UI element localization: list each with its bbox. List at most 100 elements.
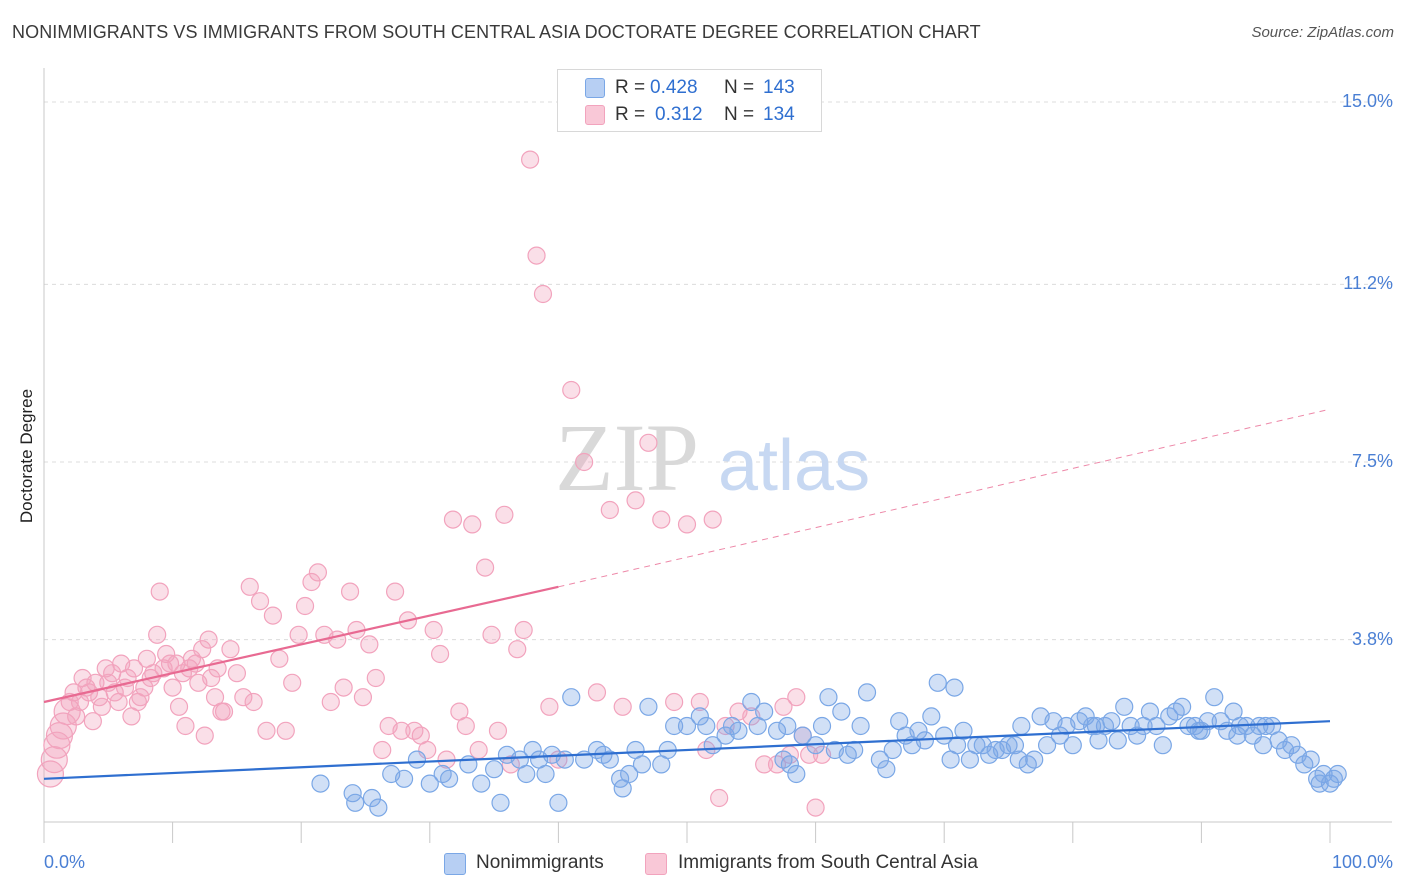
data-point-immigrants xyxy=(443,510,463,529)
data-point-immigrants xyxy=(587,683,607,702)
data-point-nonimmigrants xyxy=(639,697,658,716)
data-point-nonimmigrants xyxy=(562,688,581,707)
data-point-immigrants xyxy=(533,284,553,304)
legend-n-value: 143 xyxy=(763,77,795,98)
data-point-immigrants xyxy=(270,649,289,668)
watermark-zip: ZIP xyxy=(555,404,699,511)
data-point-immigrants xyxy=(456,716,475,736)
data-point-nonimmigrants xyxy=(362,788,382,808)
data-point-immigrants xyxy=(295,596,315,616)
data-point-nonimmigrants xyxy=(611,769,630,788)
data-point-immigrants xyxy=(150,582,169,601)
data-point-immigrants xyxy=(40,745,68,774)
data-point-immigrants xyxy=(257,721,276,740)
data-point-nonimmigrants xyxy=(1173,697,1192,716)
data-point-nonimmigrants xyxy=(632,755,652,774)
data-point-immigrants xyxy=(710,788,729,808)
data-point-immigrants xyxy=(328,630,347,649)
data-point-immigrants xyxy=(276,721,295,740)
data-point-nonimmigrants xyxy=(394,769,414,788)
bottom-legend-label-nonimmigrants: Nonimmigrants xyxy=(476,852,604,873)
data-point-immigrants xyxy=(283,673,302,692)
data-point-immigrants xyxy=(575,452,594,472)
data-point-nonimmigrants xyxy=(665,716,684,736)
legend-n-label: N = xyxy=(724,77,755,98)
data-point-immigrants xyxy=(690,692,709,712)
data-point-immigrants xyxy=(360,635,379,654)
data-point-immigrants xyxy=(148,625,167,644)
legend-n-value: 134 xyxy=(763,104,795,125)
data-point-immigrants xyxy=(652,510,671,529)
data-point-nonimmigrants xyxy=(517,764,536,784)
data-point-nonimmigrants xyxy=(1037,736,1057,755)
legend-r-value: 0.312 xyxy=(655,104,703,125)
data-point-immigrants xyxy=(234,688,253,707)
data-point-nonimmigrants xyxy=(778,716,797,736)
data-point-immigrants xyxy=(495,505,514,524)
data-point-immigrants xyxy=(703,510,722,529)
trend-line-nonimmigrants xyxy=(43,720,1331,780)
data-point-immigrants xyxy=(787,688,806,707)
data-point-nonimmigrants xyxy=(954,721,973,740)
legend-swatch-pink xyxy=(585,105,605,125)
data-point-nonimmigrants xyxy=(935,726,954,745)
y-tick-label: 15.0% xyxy=(1341,91,1393,111)
data-point-nonimmigrants xyxy=(748,716,767,736)
data-point-immigrants xyxy=(366,668,385,688)
data-point-nonimmigrants xyxy=(677,716,697,736)
legend-r-label: R = xyxy=(615,77,646,98)
data-point-immigrants xyxy=(308,563,328,582)
data-point-immigrants xyxy=(83,712,102,731)
data-point-immigrants xyxy=(469,740,488,760)
data-point-immigrants xyxy=(562,380,581,400)
y-tick-label: 7.5% xyxy=(1351,451,1393,471)
data-point-immigrants xyxy=(482,625,501,644)
data-point-immigrants xyxy=(463,515,482,534)
data-point-nonimmigrants xyxy=(311,774,330,793)
legend-row-immigrants: R = 0.312 N = 134 xyxy=(558,103,821,127)
data-point-nonimmigrants xyxy=(1025,750,1044,769)
data-point-nonimmigrants xyxy=(780,755,799,774)
data-point-nonimmigrants xyxy=(945,678,964,697)
data-point-nonimmigrants xyxy=(485,760,504,779)
watermark-atlas: atlas xyxy=(718,426,870,506)
data-point-nonimmigrants xyxy=(1189,721,1208,740)
data-point-nonimmigrants xyxy=(1108,731,1127,750)
data-point-nonimmigrants xyxy=(819,688,838,707)
bottom-legend-swatch-blue xyxy=(444,853,466,875)
data-point-immigrants xyxy=(221,640,240,659)
data-point-nonimmigrants xyxy=(620,764,639,784)
data-point-immigrants xyxy=(302,572,321,592)
data-point-nonimmigrants xyxy=(1250,716,1269,736)
trend-line-immigrants xyxy=(43,585,559,704)
legend: R = 0.428 N = 143 R = 0.312 N = 134 xyxy=(557,69,822,132)
data-point-immigrants xyxy=(67,707,86,726)
data-point-immigrants xyxy=(334,678,353,697)
data-point-immigrants xyxy=(263,606,283,625)
data-point-immigrants xyxy=(340,582,360,601)
data-point-immigrants xyxy=(488,721,508,740)
data-point-nonimmigrants xyxy=(742,692,761,712)
data-point-nonimmigrants xyxy=(1282,736,1301,755)
data-point-nonimmigrants xyxy=(928,673,947,692)
legend-swatch-blue xyxy=(585,78,605,98)
data-point-nonimmigrants xyxy=(857,683,877,702)
data-point-nonimmigrants xyxy=(1127,726,1147,745)
data-point-nonimmigrants xyxy=(1050,726,1070,745)
data-point-immigrants xyxy=(430,644,450,664)
data-point-immigrants xyxy=(600,500,619,520)
data-point-immigrants xyxy=(373,740,392,760)
axis-layer xyxy=(43,68,1392,843)
legend-n-label: N = xyxy=(724,104,755,125)
data-point-nonimmigrants xyxy=(729,721,748,740)
data-point-immigrants xyxy=(527,246,546,265)
data-point-nonimmigrants xyxy=(555,750,574,769)
x-tick-label-end: 100.0% xyxy=(1331,852,1393,872)
data-point-immigrants xyxy=(508,640,527,659)
data-point-immigrants xyxy=(250,592,270,611)
data-point-immigrants xyxy=(774,697,793,716)
data-point-nonimmigrants xyxy=(832,702,851,721)
data-point-immigrants xyxy=(202,668,221,688)
legend-r-value: 0.428 xyxy=(650,77,698,98)
